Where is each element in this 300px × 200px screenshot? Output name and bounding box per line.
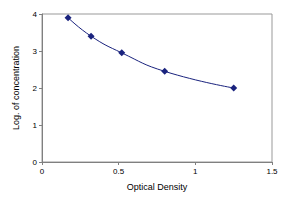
svg-text:4: 4 — [33, 10, 38, 19]
svg-text:1: 1 — [193, 167, 198, 176]
svg-text:1: 1 — [33, 121, 38, 130]
svg-text:0.5: 0.5 — [113, 167, 125, 176]
svg-text:Log. of concentration: Log. of concentration — [11, 46, 21, 130]
svg-text:1.5: 1.5 — [266, 167, 278, 176]
svg-text:2: 2 — [33, 84, 38, 93]
svg-text:Optical Density: Optical Density — [127, 182, 188, 192]
svg-text:0: 0 — [40, 167, 45, 176]
svg-text:3: 3 — [33, 47, 38, 56]
svg-text:0: 0 — [33, 158, 38, 167]
